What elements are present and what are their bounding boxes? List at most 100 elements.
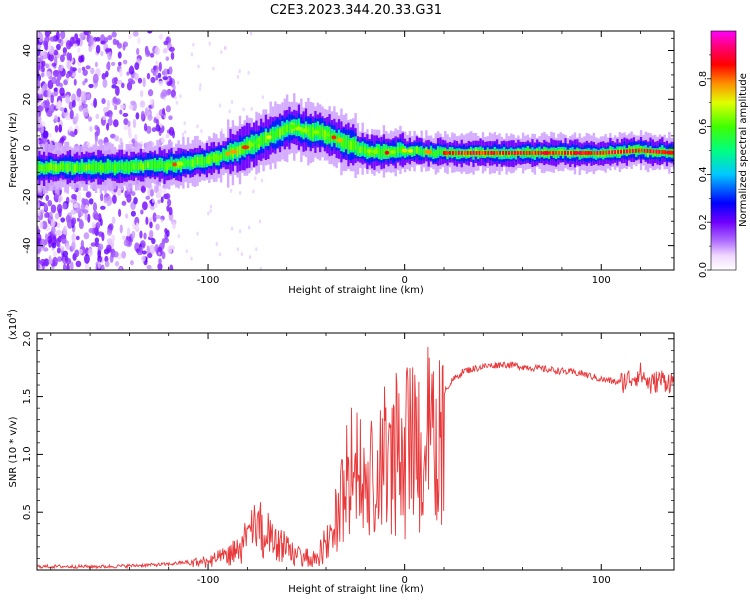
heatmap-cell bbox=[641, 149, 643, 153]
heatmap-cell bbox=[540, 151, 542, 155]
heatmap-cell bbox=[157, 200, 160, 204]
heatmap-cell bbox=[122, 235, 126, 239]
heatmap-cell bbox=[169, 127, 174, 136]
heatmap-cell bbox=[220, 50, 222, 54]
heatmap-cell bbox=[149, 99, 153, 104]
heatmap-cell bbox=[101, 264, 105, 273]
heatmap-cell bbox=[546, 151, 548, 155]
heatmap-cell bbox=[532, 151, 534, 155]
heatmap-cell bbox=[313, 130, 320, 134]
heatmap-cell bbox=[126, 194, 131, 203]
heatmap-cell bbox=[286, 124, 288, 132]
heatmap-cell bbox=[130, 65, 134, 71]
heatmap-cell bbox=[96, 37, 100, 42]
heatmap-cell bbox=[165, 90, 171, 96]
heatmap-cell bbox=[281, 126, 283, 135]
heatmap-cell bbox=[149, 222, 153, 229]
heatmap-cell bbox=[67, 52, 70, 61]
heatmap-cell bbox=[50, 163, 52, 170]
heatmap-ylabel: Frequency (Hz) bbox=[8, 112, 19, 188]
heatmap-cell bbox=[123, 125, 128, 130]
heatmap-cell bbox=[119, 110, 122, 115]
heatmap-cell bbox=[137, 37, 140, 44]
heatmap-cell bbox=[164, 228, 167, 234]
heatmap-cell bbox=[55, 125, 58, 133]
heatmap-cell bbox=[54, 115, 58, 123]
heatmap-cell bbox=[526, 151, 528, 155]
heatmap-cell bbox=[44, 213, 48, 218]
heatmap-cell bbox=[51, 77, 57, 84]
heatmap-cell bbox=[75, 113, 78, 122]
heatmap-ytick-label: 40 bbox=[22, 44, 33, 57]
heatmap-cell bbox=[48, 255, 51, 264]
heatmap-cell bbox=[100, 41, 105, 45]
heatmap-cell bbox=[81, 240, 84, 250]
heatmap-xtick-label: -100 bbox=[197, 275, 220, 286]
heatmap-cell bbox=[77, 48, 80, 53]
snr-multiplier-base: (x10 bbox=[8, 317, 19, 340]
heatmap-cell bbox=[259, 220, 261, 224]
heatmap-cell bbox=[120, 224, 123, 233]
heatmap-cell bbox=[158, 81, 163, 86]
heatmap-cell bbox=[418, 149, 420, 154]
heatmap-cell bbox=[199, 157, 201, 165]
heatmap-cell bbox=[241, 252, 243, 256]
heatmap-cell bbox=[79, 105, 84, 111]
heatmap-cell bbox=[60, 54, 65, 62]
heatmap-cell bbox=[151, 251, 153, 255]
heatmap-cell bbox=[76, 97, 80, 102]
heatmap-cell bbox=[55, 213, 59, 220]
heatmap-cell bbox=[139, 231, 142, 239]
snr-ytick-label: 1.5 bbox=[22, 389, 33, 405]
heatmap-cell bbox=[57, 204, 62, 214]
heatmap-cell bbox=[250, 32, 252, 36]
heatmap-cell bbox=[307, 127, 309, 137]
heatmap-cell bbox=[380, 149, 382, 157]
heatmap-cell bbox=[582, 151, 584, 155]
heatmap-cell bbox=[57, 247, 61, 253]
heatmap-cell bbox=[39, 139, 43, 144]
heatmap-cell bbox=[93, 74, 99, 84]
heatmap-cell bbox=[111, 32, 116, 38]
heatmap-cell bbox=[70, 66, 73, 75]
heatmap-cell bbox=[118, 209, 121, 217]
heatmap-cell bbox=[224, 46, 226, 50]
heatmap-cell bbox=[107, 201, 111, 206]
heatmap-cell bbox=[107, 35, 112, 40]
heatmap-cell bbox=[96, 114, 100, 119]
heatmap-cell bbox=[437, 148, 439, 155]
heatmap-cell bbox=[161, 240, 165, 249]
heatmap-cell bbox=[161, 161, 163, 168]
heatmap-cell bbox=[194, 158, 196, 166]
heatmap-cell bbox=[208, 42, 210, 46]
heatmap-cell bbox=[125, 213, 128, 218]
heatmap-cell bbox=[279, 129, 281, 138]
heatmap-cell bbox=[131, 231, 135, 239]
heatmap-cell bbox=[199, 83, 201, 87]
heatmap-cell bbox=[331, 135, 336, 139]
heatmap-cell bbox=[46, 71, 52, 77]
heatmap-cell bbox=[159, 161, 161, 168]
heatmap-cell bbox=[95, 62, 98, 68]
heatmap-cell bbox=[605, 151, 607, 155]
heatmap-cell bbox=[115, 261, 119, 267]
heatmap-cell bbox=[216, 242, 218, 246]
heatmap-cell bbox=[176, 101, 178, 105]
heatmap-cell bbox=[141, 111, 145, 120]
heatmap-cell bbox=[543, 151, 545, 155]
heatmap-cell bbox=[617, 150, 619, 154]
heatmap-cell bbox=[523, 151, 525, 155]
heatmap-xlabel: Height of straight line (km) bbox=[288, 285, 424, 296]
heatmap-cell bbox=[402, 149, 408, 153]
heatmap-cell bbox=[162, 108, 165, 114]
heatmap-cell bbox=[432, 151, 434, 156]
heatmap-cell bbox=[446, 151, 448, 155]
heatmap-cell bbox=[670, 151, 672, 155]
heatmap-cell bbox=[155, 124, 160, 131]
heatmap-cell bbox=[321, 127, 323, 137]
heatmap-cell bbox=[81, 91, 87, 101]
heatmap-cell bbox=[383, 148, 385, 155]
heatmap-cell bbox=[90, 164, 92, 171]
heatmap-cell bbox=[83, 69, 88, 76]
heatmap-cell bbox=[470, 151, 472, 155]
